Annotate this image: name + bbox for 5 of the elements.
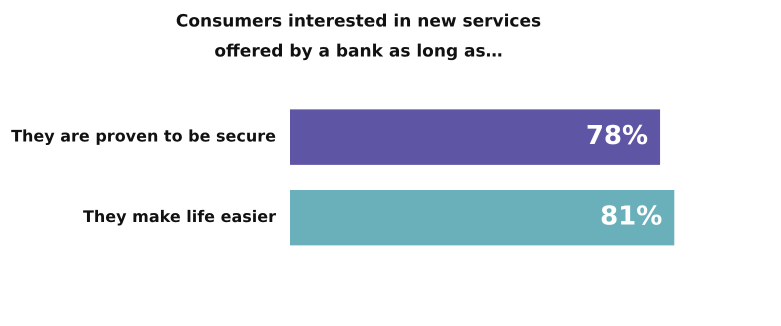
- y-tick-label: They are proven to be secure: [11, 126, 276, 146]
- chart-title: Consumers interested in new services offered by a bank as long as…: [176, 11, 542, 62]
- data-label: 81%: [600, 201, 662, 232]
- y-tick-label: They make life easier: [82, 206, 276, 226]
- data-label: 78%: [586, 120, 648, 151]
